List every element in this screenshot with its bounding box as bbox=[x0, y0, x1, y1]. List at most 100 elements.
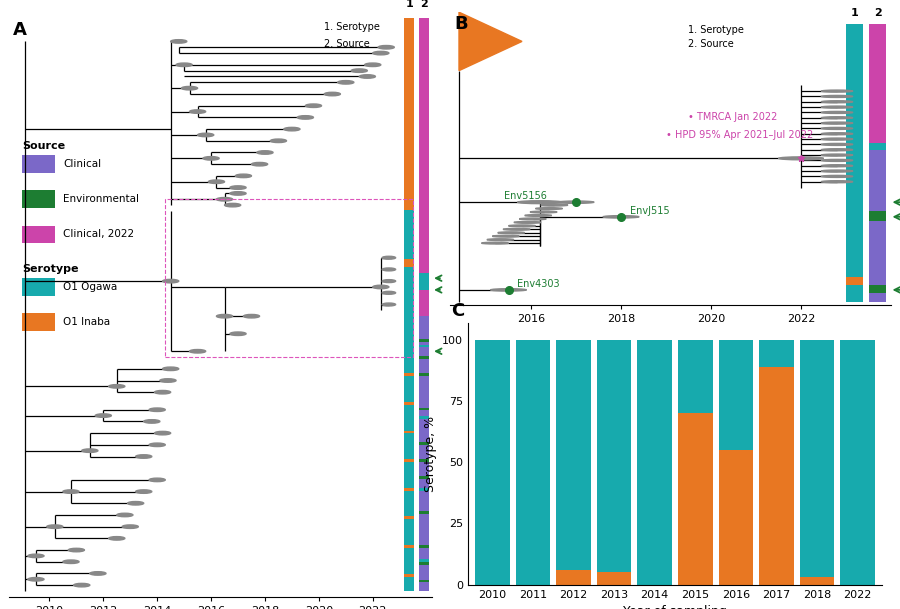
Bar bbox=[846, 144, 863, 146]
Bar bbox=[418, 416, 429, 419]
Bar bbox=[869, 295, 886, 296]
Bar bbox=[846, 85, 863, 86]
Circle shape bbox=[235, 174, 251, 178]
Text: O1 Inaba: O1 Inaba bbox=[63, 317, 110, 327]
Bar bbox=[869, 129, 886, 131]
Bar bbox=[418, 161, 429, 164]
Bar bbox=[846, 125, 863, 127]
Circle shape bbox=[230, 186, 246, 189]
Bar bbox=[418, 29, 429, 32]
Bar bbox=[404, 499, 415, 502]
Bar bbox=[404, 264, 415, 267]
Circle shape bbox=[297, 116, 313, 119]
Bar bbox=[869, 278, 886, 280]
Bar bbox=[869, 71, 886, 72]
Bar bbox=[869, 192, 886, 193]
Bar bbox=[869, 172, 886, 174]
Bar bbox=[404, 433, 415, 436]
Bar bbox=[418, 451, 429, 454]
Bar bbox=[418, 574, 429, 577]
Bar bbox=[869, 58, 886, 60]
Bar bbox=[418, 342, 429, 345]
Bar bbox=[869, 231, 886, 232]
Bar bbox=[404, 72, 415, 76]
Bar bbox=[846, 255, 863, 256]
Bar bbox=[418, 21, 429, 24]
Bar bbox=[869, 119, 886, 121]
Bar bbox=[869, 227, 886, 228]
Bar bbox=[846, 106, 863, 107]
Bar bbox=[718, 340, 753, 450]
Bar bbox=[869, 139, 886, 141]
Bar bbox=[846, 282, 863, 284]
Circle shape bbox=[382, 303, 396, 306]
Bar bbox=[418, 319, 429, 322]
Bar bbox=[846, 191, 863, 192]
Bar bbox=[475, 340, 509, 585]
Bar bbox=[869, 99, 886, 100]
Bar bbox=[869, 131, 886, 132]
Bar bbox=[418, 462, 429, 465]
Bar bbox=[418, 365, 429, 367]
Bar bbox=[418, 284, 429, 287]
Bar bbox=[404, 52, 415, 55]
Bar bbox=[846, 260, 863, 261]
Bar bbox=[846, 79, 863, 81]
Bar bbox=[418, 376, 429, 379]
Bar bbox=[846, 172, 863, 174]
Bar bbox=[846, 141, 863, 142]
Bar bbox=[846, 280, 863, 281]
Bar bbox=[418, 101, 429, 104]
Bar bbox=[846, 293, 863, 295]
Bar bbox=[404, 359, 415, 362]
Bar bbox=[846, 32, 863, 33]
Circle shape bbox=[382, 256, 396, 259]
Bar bbox=[869, 158, 886, 160]
Bar bbox=[846, 142, 863, 143]
Bar bbox=[404, 428, 415, 431]
Bar bbox=[418, 287, 429, 290]
Bar bbox=[869, 299, 886, 300]
Bar bbox=[404, 46, 415, 49]
Bar bbox=[404, 471, 415, 474]
Bar bbox=[869, 54, 886, 56]
Bar bbox=[404, 107, 415, 110]
Bar bbox=[418, 152, 429, 155]
Bar bbox=[404, 41, 415, 44]
Bar bbox=[846, 168, 863, 170]
Bar bbox=[846, 213, 863, 214]
Bar bbox=[418, 270, 429, 273]
Bar bbox=[404, 253, 415, 256]
Bar bbox=[418, 201, 429, 204]
Bar bbox=[869, 152, 886, 153]
Bar bbox=[846, 64, 863, 66]
Bar bbox=[404, 104, 415, 107]
Bar bbox=[404, 38, 415, 41]
Bar bbox=[404, 93, 415, 96]
Bar bbox=[418, 293, 429, 296]
Bar bbox=[418, 482, 429, 485]
Bar bbox=[404, 574, 415, 577]
Bar bbox=[846, 206, 863, 207]
Bar bbox=[869, 32, 886, 33]
Bar bbox=[846, 248, 863, 250]
Bar bbox=[846, 163, 863, 164]
Bar bbox=[846, 160, 863, 161]
Bar bbox=[418, 545, 429, 548]
Bar bbox=[418, 307, 429, 310]
Bar bbox=[404, 399, 415, 402]
Bar bbox=[846, 107, 863, 108]
Bar bbox=[869, 25, 886, 27]
Bar bbox=[869, 239, 886, 241]
Bar bbox=[846, 111, 863, 113]
Bar bbox=[404, 322, 415, 325]
Bar bbox=[869, 256, 886, 257]
Bar bbox=[418, 399, 429, 402]
Circle shape bbox=[136, 490, 152, 493]
Circle shape bbox=[155, 390, 171, 394]
Bar bbox=[418, 414, 429, 416]
Bar bbox=[404, 298, 415, 301]
Circle shape bbox=[63, 560, 79, 563]
Bar bbox=[418, 187, 429, 190]
Circle shape bbox=[338, 80, 354, 84]
